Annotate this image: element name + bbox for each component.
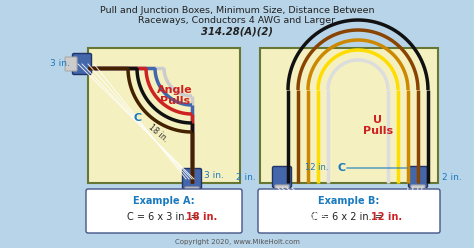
Text: 314.28(A)(2): 314.28(A)(2) bbox=[201, 26, 273, 36]
Text: Example A:: Example A: bbox=[133, 196, 195, 206]
Text: Raceways, Conductors 4 AWG and Larger: Raceways, Conductors 4 AWG and Larger bbox=[138, 16, 336, 25]
FancyBboxPatch shape bbox=[273, 166, 292, 187]
FancyBboxPatch shape bbox=[258, 189, 440, 233]
Text: C: C bbox=[134, 113, 142, 123]
FancyBboxPatch shape bbox=[73, 54, 91, 74]
Text: 2 in.: 2 in. bbox=[442, 174, 462, 183]
Text: Pulls: Pulls bbox=[363, 126, 393, 136]
Text: 18 in.: 18 in. bbox=[186, 212, 218, 222]
Text: 3 in.: 3 in. bbox=[50, 59, 70, 67]
Text: C: C bbox=[338, 163, 346, 173]
FancyBboxPatch shape bbox=[65, 57, 77, 71]
Text: U: U bbox=[374, 115, 383, 125]
Text: 3 in.: 3 in. bbox=[204, 172, 224, 181]
FancyBboxPatch shape bbox=[86, 189, 242, 233]
Text: C = 6 x 3 in. =: C = 6 x 3 in. = bbox=[127, 212, 201, 222]
Text: 12 in.: 12 in. bbox=[372, 212, 402, 222]
Text: Pulls: Pulls bbox=[160, 96, 190, 106]
Text: Copyright 2020, www.MikeHolt.com: Copyright 2020, www.MikeHolt.com bbox=[174, 239, 300, 245]
Text: 2 in.: 2 in. bbox=[236, 174, 256, 183]
Text: 12 in.: 12 in. bbox=[305, 163, 328, 173]
Text: Pull and Junction Boxes, Minimum Size, Distance Between: Pull and Junction Boxes, Minimum Size, D… bbox=[100, 6, 374, 15]
FancyBboxPatch shape bbox=[185, 187, 199, 199]
Text: Example B:: Example B: bbox=[319, 196, 380, 206]
Text: 18 in.: 18 in. bbox=[146, 123, 169, 144]
FancyBboxPatch shape bbox=[409, 166, 428, 187]
FancyBboxPatch shape bbox=[275, 185, 289, 197]
Bar bbox=[88, 48, 240, 183]
Bar bbox=[260, 48, 438, 183]
FancyBboxPatch shape bbox=[182, 168, 201, 189]
Text: C = 6 x 2 in. =: C = 6 x 2 in. = bbox=[311, 212, 386, 222]
Text: Angle: Angle bbox=[157, 85, 193, 95]
FancyBboxPatch shape bbox=[411, 185, 425, 197]
